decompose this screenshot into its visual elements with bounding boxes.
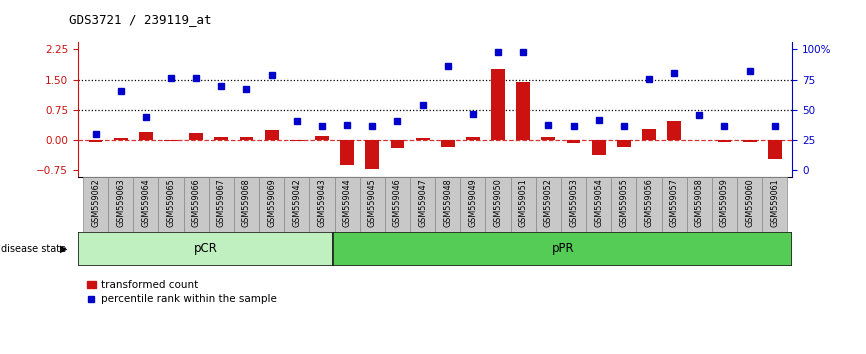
- Bar: [83, 177, 108, 232]
- Bar: [259, 177, 284, 232]
- Bar: [88, 140, 102, 142]
- Bar: [410, 177, 435, 232]
- Bar: [190, 133, 204, 140]
- Bar: [491, 69, 505, 140]
- Bar: [290, 140, 304, 141]
- Bar: [637, 177, 662, 232]
- Bar: [133, 177, 158, 232]
- Text: GSM559046: GSM559046: [393, 178, 402, 227]
- Text: GSM559059: GSM559059: [720, 178, 729, 227]
- Bar: [586, 177, 611, 232]
- Bar: [536, 177, 561, 232]
- Bar: [340, 140, 354, 165]
- Bar: [642, 129, 656, 140]
- Bar: [441, 140, 455, 147]
- Bar: [78, 232, 333, 266]
- Bar: [209, 177, 234, 232]
- Text: GSM559066: GSM559066: [191, 178, 201, 227]
- Text: GSM559050: GSM559050: [494, 178, 502, 227]
- Bar: [215, 137, 229, 140]
- Bar: [486, 177, 511, 232]
- Bar: [541, 137, 555, 140]
- Text: GSM559060: GSM559060: [745, 178, 754, 227]
- Bar: [139, 132, 152, 140]
- Text: GSM559056: GSM559056: [644, 178, 654, 227]
- Text: ▶: ▶: [60, 244, 68, 254]
- Text: GSM559049: GSM559049: [469, 178, 477, 227]
- Bar: [164, 140, 178, 141]
- Bar: [743, 140, 757, 142]
- Bar: [240, 137, 254, 140]
- Text: disease state: disease state: [1, 244, 66, 254]
- Bar: [737, 177, 762, 232]
- Bar: [687, 177, 712, 232]
- Bar: [667, 121, 681, 140]
- Bar: [617, 140, 630, 147]
- Bar: [591, 140, 605, 155]
- Text: GSM559044: GSM559044: [343, 178, 352, 227]
- Text: GSM559065: GSM559065: [166, 178, 176, 227]
- Text: GSM559051: GSM559051: [519, 178, 527, 227]
- Bar: [461, 177, 486, 232]
- Text: GSM559043: GSM559043: [318, 178, 326, 227]
- Legend: transformed count, percentile rank within the sample: transformed count, percentile rank withi…: [83, 276, 281, 309]
- Bar: [712, 177, 737, 232]
- Bar: [334, 177, 359, 232]
- Bar: [234, 177, 259, 232]
- Bar: [611, 177, 637, 232]
- Text: GSM559068: GSM559068: [242, 178, 251, 227]
- Text: GSM559047: GSM559047: [418, 178, 427, 227]
- Text: GSM559055: GSM559055: [619, 178, 629, 227]
- Bar: [435, 177, 461, 232]
- Bar: [762, 177, 787, 232]
- Text: GSM559064: GSM559064: [141, 178, 151, 227]
- Bar: [662, 177, 687, 232]
- Bar: [768, 140, 782, 159]
- Bar: [385, 177, 410, 232]
- Text: GSM559062: GSM559062: [91, 178, 100, 227]
- Text: GSM559042: GSM559042: [293, 178, 301, 227]
- Text: GSM559057: GSM559057: [669, 178, 679, 227]
- Bar: [284, 177, 309, 232]
- Bar: [309, 177, 334, 232]
- Bar: [365, 140, 379, 169]
- Bar: [391, 140, 404, 148]
- Bar: [516, 81, 530, 140]
- Bar: [184, 177, 209, 232]
- Bar: [718, 140, 732, 142]
- Text: GSM559048: GSM559048: [443, 178, 452, 227]
- Bar: [359, 177, 385, 232]
- Bar: [265, 130, 279, 140]
- Text: GSM559045: GSM559045: [368, 178, 377, 227]
- Bar: [511, 177, 536, 232]
- Text: GSM559063: GSM559063: [116, 178, 126, 227]
- Bar: [466, 137, 480, 140]
- Bar: [113, 138, 127, 140]
- Bar: [561, 177, 586, 232]
- Bar: [158, 177, 184, 232]
- Text: GSM559053: GSM559053: [569, 178, 578, 227]
- Text: pPR: pPR: [552, 242, 574, 255]
- Text: GSM559069: GSM559069: [267, 178, 276, 227]
- Bar: [333, 232, 792, 266]
- Bar: [108, 177, 133, 232]
- Bar: [416, 138, 430, 140]
- Text: GSM559052: GSM559052: [544, 178, 553, 227]
- Text: GDS3721 / 239119_at: GDS3721 / 239119_at: [69, 13, 212, 26]
- Text: GSM559054: GSM559054: [594, 178, 604, 227]
- Bar: [315, 136, 329, 140]
- Text: GSM559067: GSM559067: [216, 178, 226, 227]
- Text: pCR: pCR: [194, 242, 217, 255]
- Bar: [566, 140, 580, 143]
- Text: GSM559058: GSM559058: [695, 178, 704, 227]
- Text: GSM559061: GSM559061: [770, 178, 779, 227]
